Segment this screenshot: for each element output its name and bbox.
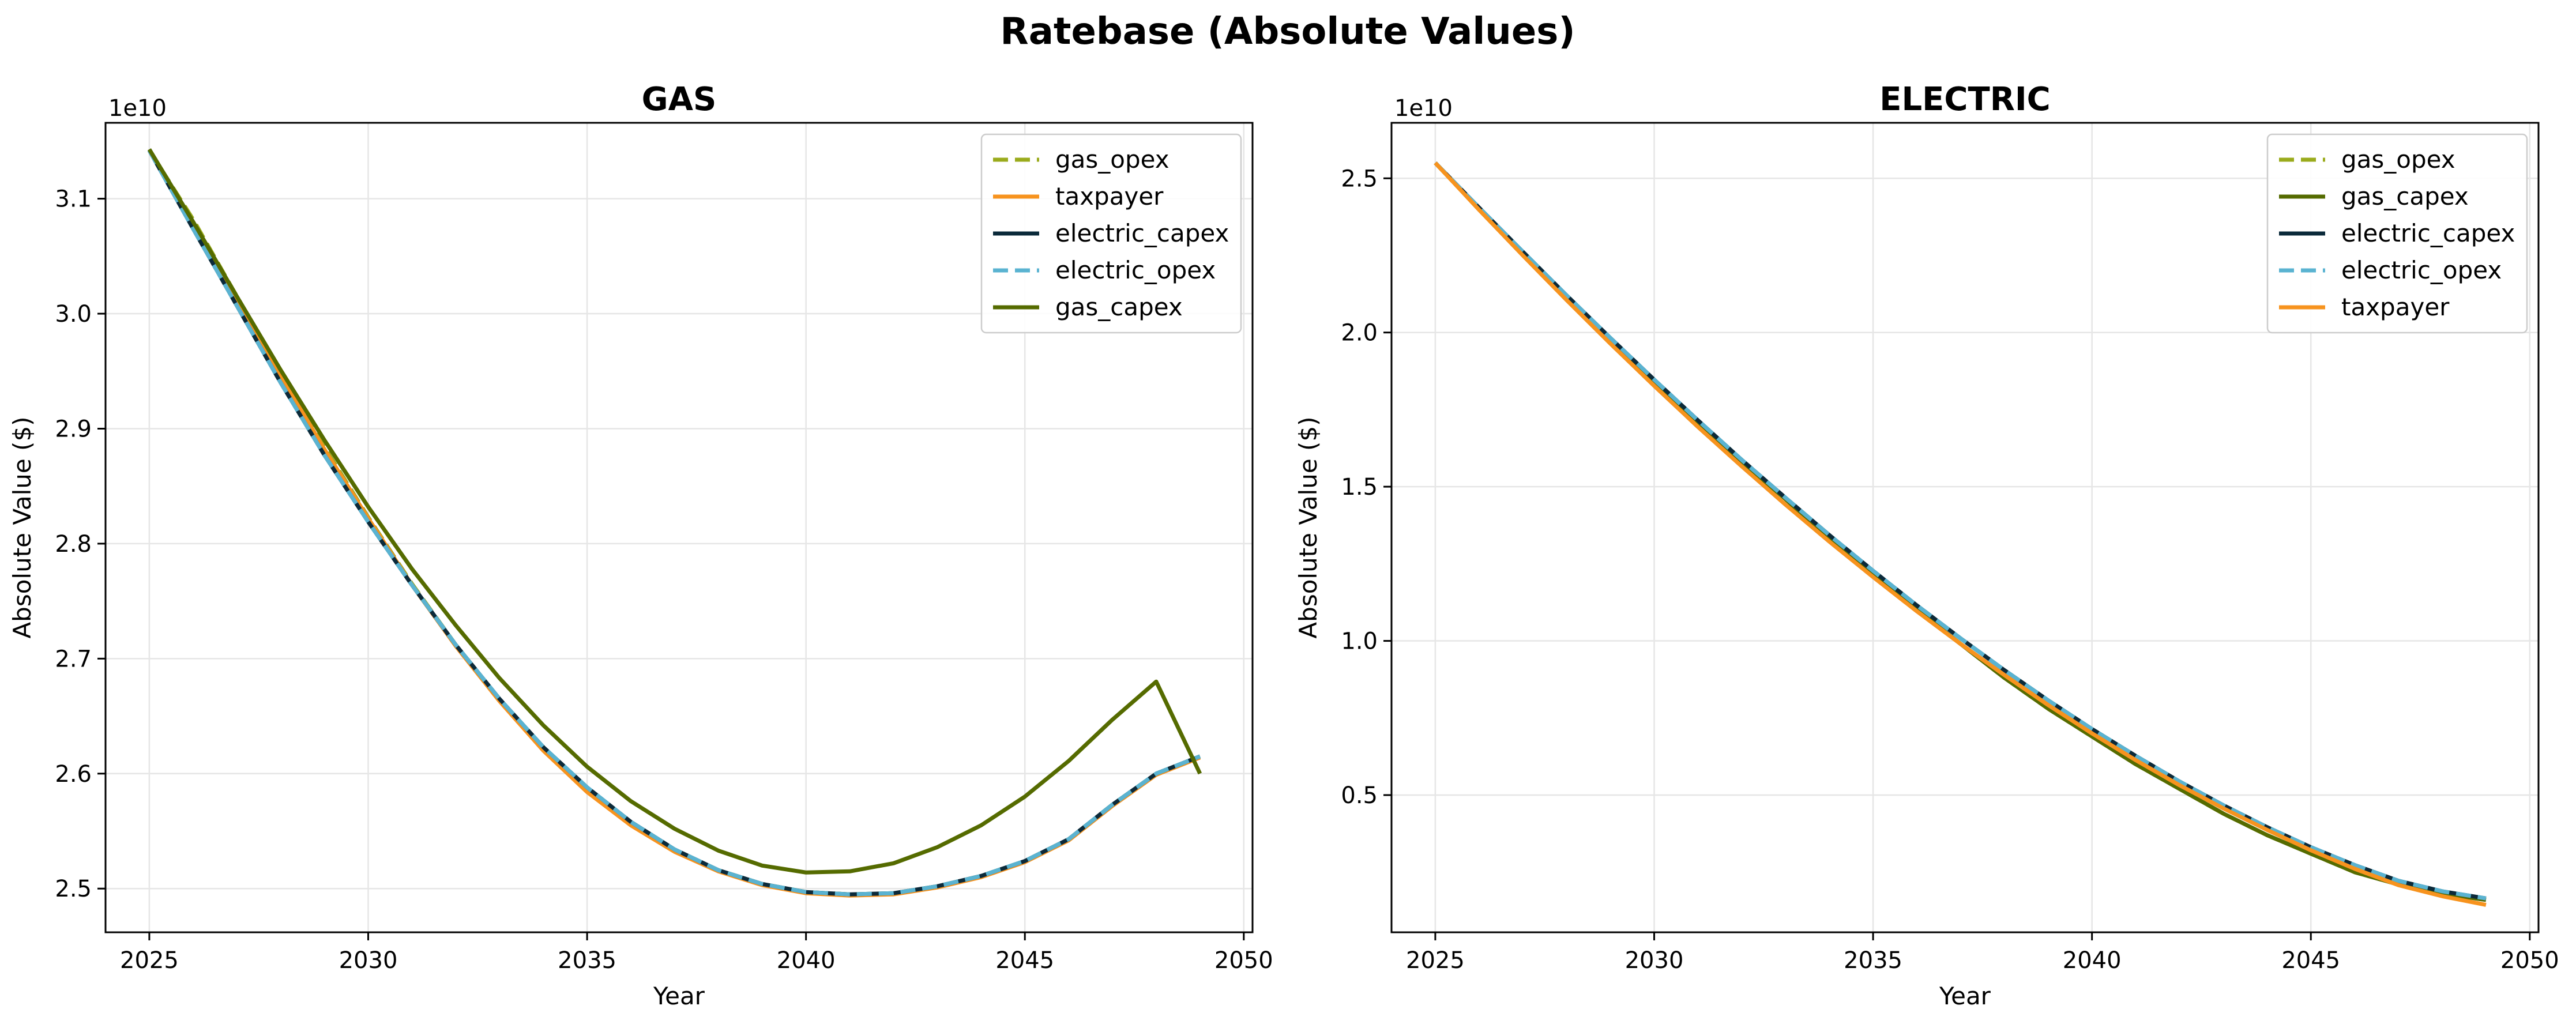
panel-title: ELECTRIC bbox=[1879, 81, 2051, 118]
series-lines bbox=[147, 148, 1202, 898]
legend-box bbox=[980, 133, 1242, 334]
legend-label-taxpayer: taxpayer bbox=[1055, 182, 1164, 210]
legend-label-gas-opex: gas_opex bbox=[2341, 145, 2455, 174]
y-axis-label: Absolute Value ($) bbox=[1294, 416, 1322, 638]
x-tick-label: 2045 bbox=[995, 947, 1054, 974]
y-offset-label: 1e10 bbox=[108, 95, 167, 122]
legend-label-gas-capex: gas_capex bbox=[2341, 182, 2469, 210]
y-axis-label: Absolute Value ($) bbox=[8, 416, 36, 638]
y-offset-label: 1e10 bbox=[1394, 95, 1453, 122]
y-tick-label: 2.7 bbox=[55, 646, 92, 672]
legend: gas_opex gas_capex electric_capex electric_… bbox=[2266, 133, 2528, 334]
electric-panel: 2025 2030 2035 2040 2045 2050 0.5 1.0 1.5 2.0 2.5 1… bbox=[1294, 81, 2559, 1010]
axes-frame bbox=[104, 122, 1254, 933]
x-tick-label: 2030 bbox=[1625, 947, 1684, 974]
gas-series-electric-opex bbox=[147, 149, 1201, 897]
legend: gas_opex taxpayer electric_capex electric_o… bbox=[980, 133, 1242, 334]
y-tick-label: 2.9 bbox=[55, 416, 92, 442]
legend-label-electric-opex: electric_opex bbox=[1055, 256, 1216, 284]
legend-label-taxpayer: taxpayer bbox=[2341, 293, 2450, 321]
axes-frame bbox=[1390, 122, 2540, 933]
panel-title: GAS bbox=[642, 81, 717, 118]
x-tick-label: 2050 bbox=[1214, 947, 1273, 974]
y-tick-label: 3.0 bbox=[55, 301, 92, 327]
y-tick-label: 1.0 bbox=[1341, 628, 1378, 655]
y-tick-label: 0.5 bbox=[1341, 782, 1378, 809]
x-tick-label: 2040 bbox=[2063, 947, 2122, 974]
x-tick-label: 2040 bbox=[777, 947, 836, 974]
gas-panel: 2025 2030 2035 2040 2045 2050 2.5 2.6 2.7 2.8 2.9 3… bbox=[8, 81, 1273, 1010]
figure-title: Ratebase (Absolute Values) bbox=[1000, 10, 1575, 53]
y-tick-label: 2.0 bbox=[1341, 320, 1378, 347]
y-tick-label: 3.1 bbox=[55, 186, 92, 213]
legend-label-gas-opex: gas_opex bbox=[1055, 145, 1169, 174]
legend-label-electric-opex: electric_opex bbox=[2341, 256, 2502, 284]
x-tick-label: 2025 bbox=[1406, 947, 1465, 974]
y-tick-label: 2.5 bbox=[55, 876, 92, 902]
legend-label-electric-capex: electric_capex bbox=[1055, 219, 1229, 247]
legend-label-gas-capex: gas_capex bbox=[1055, 293, 1183, 321]
electric-series-electric-opex bbox=[1434, 161, 2487, 901]
legend-box bbox=[2266, 133, 2528, 334]
x-tick-label: 2045 bbox=[2281, 947, 2340, 974]
y-tick-label: 2.5 bbox=[1341, 165, 1378, 192]
y-tick-label: 2.6 bbox=[55, 761, 92, 788]
x-tick-label: 2050 bbox=[2500, 947, 2559, 974]
gas-series-gas-capex bbox=[147, 148, 1202, 875]
series-lines bbox=[1434, 161, 2487, 907]
x-tick-label: 2025 bbox=[120, 947, 179, 974]
x-tick-label: 2035 bbox=[558, 947, 616, 974]
x-tick-label: 2035 bbox=[1844, 947, 1902, 974]
x-tick-label: 2030 bbox=[339, 947, 398, 974]
y-tick-label: 2.8 bbox=[55, 531, 92, 558]
x-axis-label: Year bbox=[1939, 982, 1991, 1010]
x-axis-label: Year bbox=[653, 982, 705, 1010]
y-tick-label: 1.5 bbox=[1341, 474, 1378, 500]
electric-series-taxpayer bbox=[1434, 161, 2487, 907]
legend-label-electric-capex: electric_capex bbox=[2341, 219, 2515, 247]
